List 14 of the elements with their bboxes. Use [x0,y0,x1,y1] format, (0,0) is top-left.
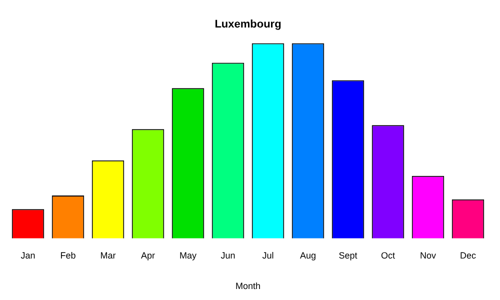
x-tick-label: Apr [140,250,156,260]
x-tick-label: Jul [262,250,274,260]
x-tick-label: Jan [20,250,36,260]
x-tick-label: Jun [220,250,236,260]
x-tick-label: Nov [420,250,436,260]
x-tick-label: Oct [380,250,396,260]
x-axis-title: Month [235,281,261,292]
x-tick-label: Mar [100,250,116,260]
chart-title: Luxembourg [214,18,282,31]
x-tick-label: Dec [460,250,476,260]
x-tick-label: May [179,250,197,260]
x-tick-label: Sept [338,250,358,260]
x-tick-label: Feb [60,250,76,260]
x-tick-label: Aug [300,250,316,260]
